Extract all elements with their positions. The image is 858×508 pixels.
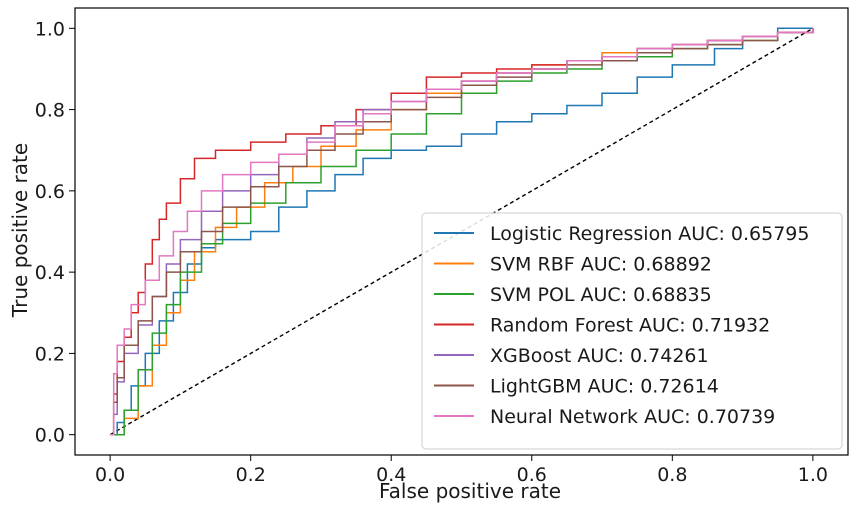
plot-frame <box>74 7 849 456</box>
y-tick-label: 0.8 <box>35 100 65 122</box>
x-axis-label: False positive rate <box>379 479 561 503</box>
y-tick-label: 0.4 <box>35 262 65 284</box>
chance-diagonal-line <box>109 27 814 436</box>
plot-layer: 0.0 0.2 0.4 0.6 0.8 1.0 0.0 0.2 0.4 0.6 0.8 1.0 <box>35 7 849 486</box>
series-line-6 <box>110 28 814 436</box>
legend-label-6: LightGBM AUC: 0.72614 <box>490 376 719 398</box>
legend-box <box>421 212 843 450</box>
x-tick-label: 1.0 <box>798 464 828 486</box>
x-tick-label: 0.0 <box>95 464 125 486</box>
y-tick-label: 1.0 <box>35 18 65 40</box>
x-tick-label: 0.2 <box>236 464 266 486</box>
x-tick-label: 0.8 <box>657 464 687 486</box>
legend-label-4: Random Forest AUC: 0.71932 <box>490 315 770 337</box>
x-tick-label: 0.6 <box>517 464 547 486</box>
legend-label-2: SVM RBF AUC: 0.68892 <box>490 254 712 276</box>
legend-label-7: Neural Network AUC: 0.70739 <box>490 406 775 428</box>
x-tick-label: 0.4 <box>376 464 406 486</box>
y-axis-label: True positive rate <box>8 143 32 318</box>
legend-label-5: XGBoost AUC: 0.74261 <box>490 345 709 367</box>
legend: Logistic Regression AUC: 0.65795 SVM RBF … <box>421 212 843 450</box>
y-tick-label: 0.6 <box>35 181 65 203</box>
y-tick-label: 0.2 <box>35 343 65 365</box>
legend-label-3: SVM POL AUC: 0.68835 <box>490 284 712 306</box>
legend-label-1: Logistic Regression AUC: 0.65795 <box>490 223 809 245</box>
series-line-7 <box>110 28 814 436</box>
y-tick-label: 0.0 <box>35 425 65 447</box>
series-line-1 <box>110 27 813 436</box>
